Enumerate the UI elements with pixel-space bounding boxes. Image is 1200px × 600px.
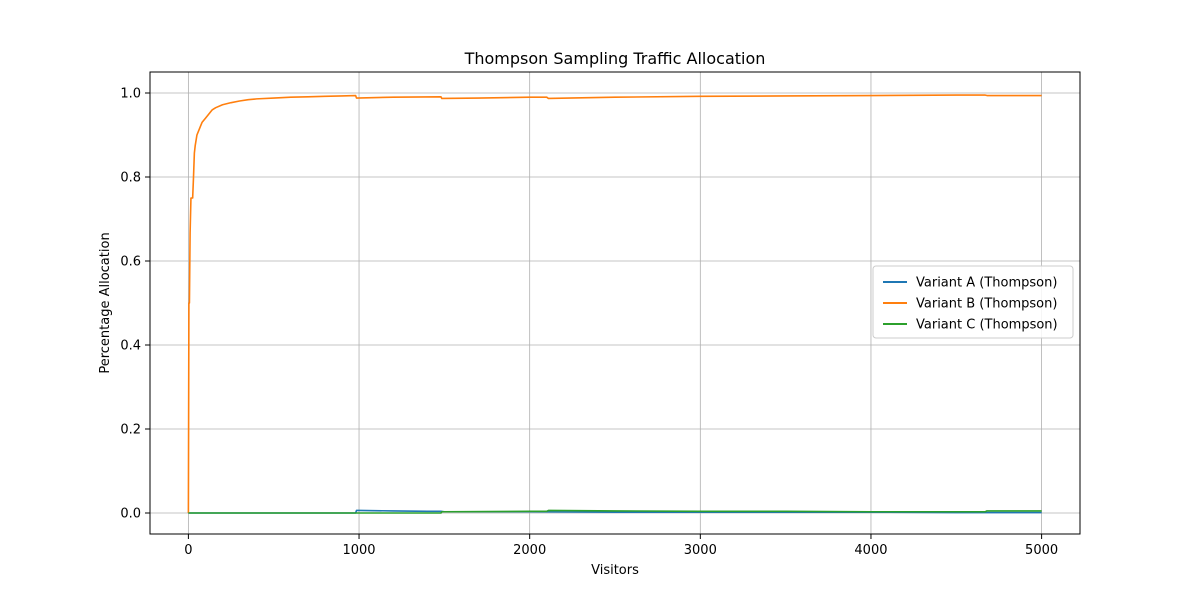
x-axis-label: Visitors (591, 563, 639, 578)
legend: Variant A (Thompson) Variant B (Thompson)… (872, 265, 1074, 339)
series-line-variant-c (188, 509, 1042, 514)
y-axis-ticks: 0.0 0.2 0.4 0.6 0.8 1.0 (120, 87, 150, 522)
legend-label: Variant C (Thompson) (916, 318, 1058, 333)
legend-label: Variant B (Thompson) (916, 297, 1057, 312)
y-tick-label: 0.4 (120, 339, 141, 354)
y-axis-label: Percentage Allocation (98, 232, 113, 373)
x-tick-label: 4000 (854, 543, 887, 558)
plot-frame (149, 71, 1081, 535)
y-tick-label: 0.2 (120, 423, 141, 438)
series-lines (187, 94, 1042, 514)
x-tick-label: 5000 (1025, 543, 1058, 558)
x-tick-label: 3000 (684, 543, 717, 558)
y-tick-label: 0.0 (120, 507, 141, 522)
y-tick-label: 0.6 (120, 255, 141, 270)
y-tick-label: 0.8 (120, 171, 141, 186)
x-tick-label: 1000 (342, 543, 375, 558)
y-tick-label: 1.0 (120, 87, 141, 102)
chart-title: Thompson Sampling Traffic Allocation (464, 49, 766, 68)
x-axis-ticks: 0 1000 2000 3000 4000 5000 (184, 534, 1058, 558)
series-line-variant-b (187, 94, 1042, 514)
legend-box (872, 265, 1074, 339)
x-tick-label: 0 (184, 543, 192, 558)
legend-label: Variant A (Thompson) (916, 276, 1057, 291)
x-tick-label: 2000 (513, 543, 546, 558)
